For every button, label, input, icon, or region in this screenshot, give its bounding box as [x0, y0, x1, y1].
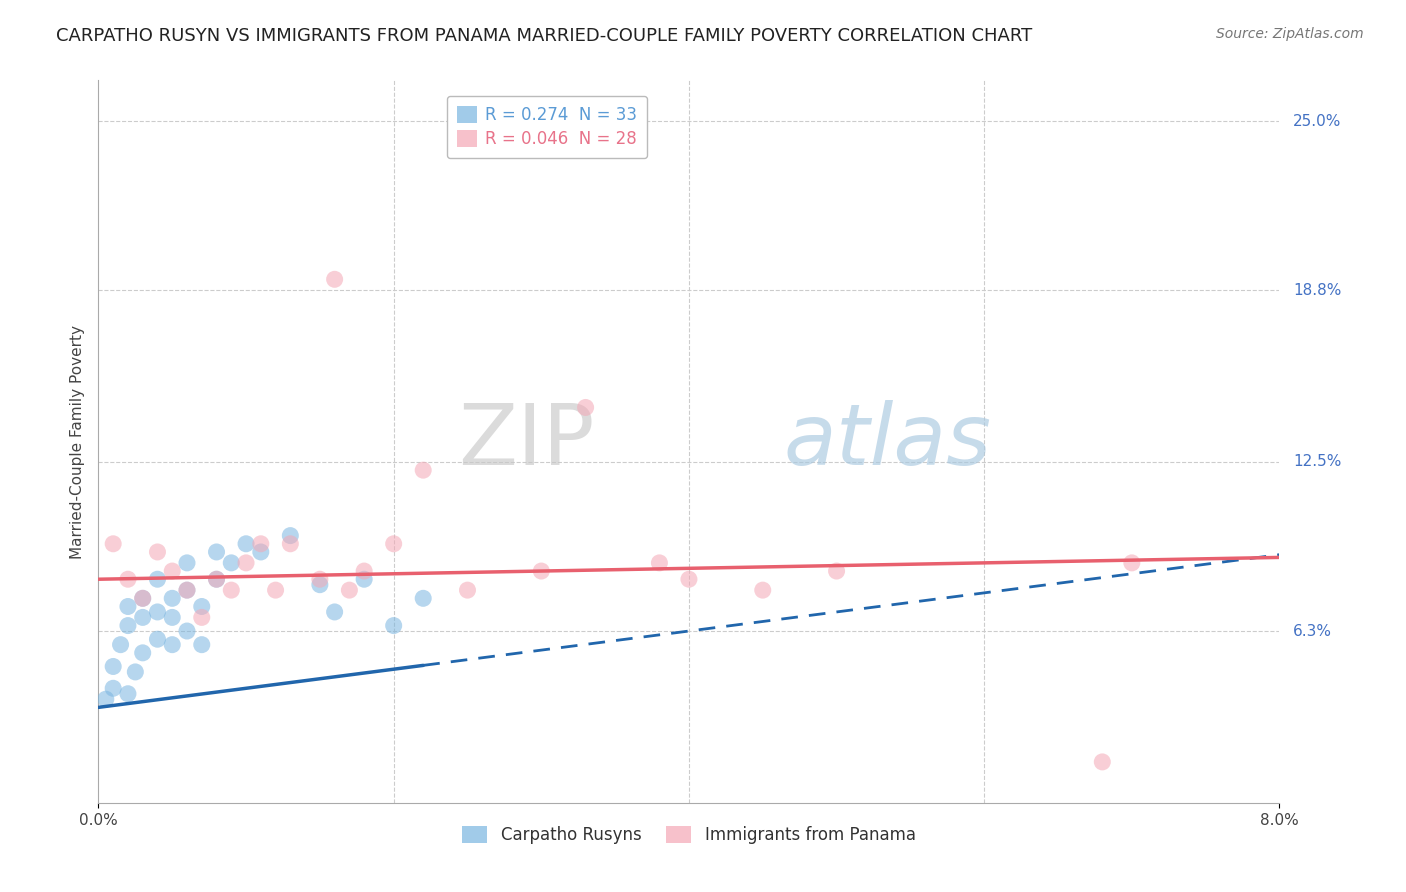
- Point: [103, 681, 125, 696]
- Point: [162, 638, 183, 652]
- Text: Source: ZipAtlas.com: Source: ZipAtlas.com: [1216, 27, 1364, 41]
- Y-axis label: Married-Couple Family Poverty: Married-Couple Family Poverty: [69, 325, 84, 558]
- Point: [124, 665, 146, 679]
- Point: [103, 659, 125, 673]
- Point: [309, 572, 332, 586]
- Point: [221, 583, 243, 598]
- Point: [412, 463, 434, 477]
- Point: [382, 537, 405, 551]
- Point: [1091, 755, 1114, 769]
- Point: [132, 591, 155, 606]
- Point: [176, 583, 198, 598]
- Text: 12.5%: 12.5%: [1294, 455, 1341, 469]
- Text: 6.3%: 6.3%: [1294, 624, 1333, 639]
- Point: [205, 545, 228, 559]
- Point: [146, 572, 169, 586]
- Point: [678, 572, 700, 586]
- Point: [162, 564, 183, 578]
- Point: [132, 646, 155, 660]
- Point: [162, 591, 183, 606]
- Point: [457, 583, 479, 598]
- Point: [648, 556, 671, 570]
- Point: [94, 692, 117, 706]
- Point: [221, 556, 243, 570]
- Point: [382, 618, 405, 632]
- Point: [250, 537, 273, 551]
- Point: [353, 572, 375, 586]
- Point: [191, 610, 214, 624]
- Point: [530, 564, 553, 578]
- Point: [339, 583, 361, 598]
- Text: 18.8%: 18.8%: [1294, 283, 1341, 298]
- Point: [176, 624, 198, 638]
- Text: ZIP: ZIP: [458, 400, 595, 483]
- Text: 25.0%: 25.0%: [1294, 113, 1341, 128]
- Point: [132, 591, 155, 606]
- Point: [250, 545, 273, 559]
- Point: [752, 583, 775, 598]
- Point: [323, 272, 346, 286]
- Point: [205, 572, 228, 586]
- Point: [146, 632, 169, 647]
- Point: [412, 591, 434, 606]
- Point: [162, 610, 183, 624]
- Point: [176, 583, 198, 598]
- Point: [176, 556, 198, 570]
- Point: [117, 572, 139, 586]
- Point: [117, 618, 139, 632]
- Point: [146, 605, 169, 619]
- Point: [309, 577, 332, 591]
- Legend: Carpatho Rusyns, Immigrants from Panama: Carpatho Rusyns, Immigrants from Panama: [454, 817, 924, 852]
- Point: [323, 605, 346, 619]
- Point: [146, 545, 169, 559]
- Point: [117, 599, 139, 614]
- Point: [280, 528, 302, 542]
- Point: [103, 537, 125, 551]
- Point: [825, 564, 848, 578]
- Point: [1121, 556, 1143, 570]
- Point: [191, 599, 214, 614]
- Point: [353, 564, 375, 578]
- Text: CARPATHO RUSYN VS IMMIGRANTS FROM PANAMA MARRIED-COUPLE FAMILY POVERTY CORRELATI: CARPATHO RUSYN VS IMMIGRANTS FROM PANAMA…: [56, 27, 1032, 45]
- Point: [235, 537, 257, 551]
- Point: [110, 638, 132, 652]
- Point: [205, 572, 228, 586]
- Point: [117, 687, 139, 701]
- Text: atlas: atlas: [783, 400, 991, 483]
- Point: [235, 556, 257, 570]
- Point: [191, 638, 214, 652]
- Point: [575, 401, 598, 415]
- Point: [132, 610, 155, 624]
- Point: [264, 583, 287, 598]
- Point: [280, 537, 302, 551]
